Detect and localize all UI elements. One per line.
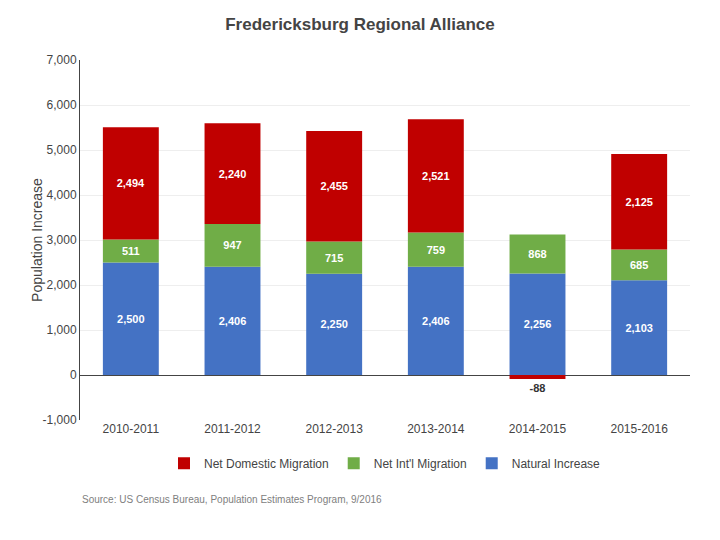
svg-text:0: 0 (70, 368, 77, 382)
svg-text:947: 947 (223, 239, 241, 251)
svg-text:Source: US Census Bureau, Popu: Source: US Census Bureau, Population Est… (82, 494, 382, 505)
svg-text:868: 868 (528, 248, 546, 260)
svg-text:3,000: 3,000 (47, 233, 77, 247)
svg-text:2,406: 2,406 (219, 315, 247, 327)
svg-text:2,521: 2,521 (422, 170, 450, 182)
svg-text:Fredericksburg Regional Allian: Fredericksburg Regional Alliance (225, 15, 495, 34)
svg-text:2015-2016: 2015-2016 (610, 422, 668, 436)
svg-text:5,000: 5,000 (47, 143, 77, 157)
svg-text:2014-2015: 2014-2015 (509, 422, 567, 436)
svg-text:685: 685 (630, 259, 648, 271)
svg-text:-1,000: -1,000 (43, 413, 77, 427)
svg-text:759: 759 (427, 244, 445, 256)
svg-text:2,240: 2,240 (219, 168, 247, 180)
svg-text:2,256: 2,256 (524, 318, 552, 330)
svg-text:Natural Increase: Natural Increase (512, 457, 600, 471)
svg-text:715: 715 (325, 252, 343, 264)
svg-text:2010-2011: 2010-2011 (103, 422, 160, 436)
svg-text:2,494: 2,494 (117, 177, 145, 189)
svg-text:4,000: 4,000 (47, 188, 77, 202)
svg-text:Net Int'l Migration: Net Int'l Migration (374, 457, 467, 471)
svg-text:2,406: 2,406 (422, 315, 450, 327)
svg-text:2,455: 2,455 (320, 180, 348, 192)
svg-text:2,500: 2,500 (117, 313, 145, 325)
svg-text:2012-2013: 2012-2013 (305, 422, 363, 436)
svg-text:1,000: 1,000 (47, 323, 77, 337)
svg-text:-88: -88 (530, 382, 546, 394)
svg-text:7,000: 7,000 (47, 53, 77, 67)
svg-text:2,250: 2,250 (320, 318, 348, 330)
svg-text:Net Domestic Migration: Net Domestic Migration (204, 457, 329, 471)
svg-text:6,000: 6,000 (47, 98, 77, 112)
svg-text:Population Increase: Population Increase (29, 178, 45, 302)
svg-text:2013-2014: 2013-2014 (407, 422, 465, 436)
svg-text:2011-2012: 2011-2012 (204, 422, 261, 436)
svg-text:511: 511 (122, 245, 140, 257)
svg-text:2,000: 2,000 (47, 278, 77, 292)
svg-text:2,125: 2,125 (625, 196, 653, 208)
svg-text:2,103: 2,103 (625, 322, 653, 334)
